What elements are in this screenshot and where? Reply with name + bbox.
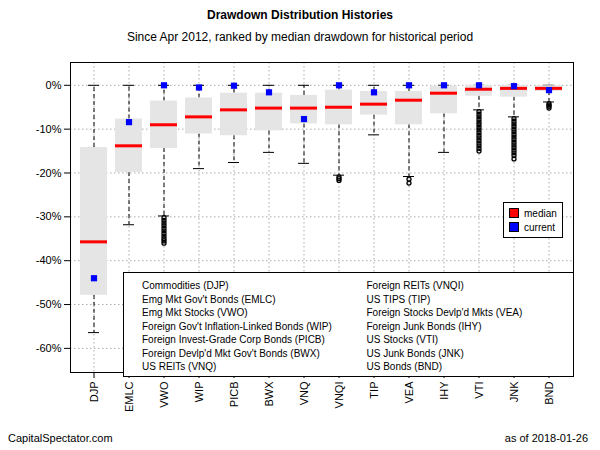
svg-text:-50%: -50% [36, 298, 62, 310]
html-text:Foreign Gov't Inflation-Linked: Foreign Gov't Inflation-Linked Bonds (WI… [142, 320, 332, 332]
svg-text:DJP: DJP [88, 382, 100, 403]
svg-text:VTI: VTI [473, 382, 485, 399]
svg-text:VNQ: VNQ [298, 381, 310, 405]
html-text:US Junk Bonds (JNK): US Junk Bonds (JNK) [366, 347, 464, 359]
svg-text:TIP: TIP [368, 382, 380, 399]
svg-text:-20%: -20% [36, 167, 62, 179]
svg-text:VWO: VWO [158, 381, 170, 408]
html-text:as of 2018-01-26: as of 2018-01-26 [504, 432, 588, 444]
svg-text:VEA: VEA [403, 381, 415, 404]
html-text:current: current [524, 221, 556, 233]
svg-text:-60%: -60% [36, 342, 62, 354]
svg-text:EMLC: EMLC [123, 381, 135, 412]
svg-text:VNQI: VNQI [333, 382, 345, 409]
html-text:Foreign Junk Bonds (IHY): Foreign Junk Bonds (IHY) [366, 320, 482, 332]
svg-text:IHY: IHY [438, 381, 450, 400]
html-text:Commodities (DJP): Commodities (DJP) [142, 280, 229, 291]
html-text:US TIPS (TIP): US TIPS (TIP) [366, 293, 431, 305]
html-text:Foreign Invest-Grade Corp Bond: Foreign Invest-Grade Corp Bonds (PICB) [142, 334, 325, 345]
html-text:Foreign REITs (VNQI): Foreign REITs (VNQI) [366, 280, 464, 291]
svg-text:JNK: JNK [508, 381, 520, 402]
html-text:US Stocks (VTI): US Stocks (VTI) [366, 334, 439, 345]
html-text:CapitalSpectator.com: CapitalSpectator.com [8, 432, 113, 444]
svg-text:WIP: WIP [193, 382, 205, 403]
svg-text:PICB: PICB [228, 382, 240, 408]
html-text:Since Apr 2012, ranked by medi: Since Apr 2012, ranked by median drawdow… [126, 30, 474, 44]
svg-text:-40%: -40% [36, 254, 62, 266]
html-text:Emg Mkt Gov't Bonds (EMLC): Emg Mkt Gov't Bonds (EMLC) [142, 293, 276, 305]
html-text:median: median [524, 207, 557, 219]
svg-text:-10%: -10% [36, 123, 62, 135]
svg-text:BND: BND [543, 381, 555, 404]
html-text:US REITs (VNQ): US REITs (VNQ) [142, 361, 217, 372]
svg-text:BWX: BWX [263, 381, 275, 407]
html-text:Foreign Stocks Devlp'd Mkts (V: Foreign Stocks Devlp'd Mkts (VEA) [366, 307, 523, 318]
html-text:Emg Mkt Stocks (VWO): Emg Mkt Stocks (VWO) [142, 307, 248, 318]
html-text:Foreign Devlp'd Mkt Gov't Bond: Foreign Devlp'd Mkt Gov't Bonds (BWX) [142, 347, 320, 359]
svg-text:0%: 0% [46, 79, 62, 91]
html-text:US Bonds (BND): US Bonds (BND) [366, 361, 443, 372]
svg-text:-30%: -30% [36, 210, 62, 222]
html-text:Drawdown Distribution Historie: Drawdown Distribution Histories [207, 8, 393, 22]
